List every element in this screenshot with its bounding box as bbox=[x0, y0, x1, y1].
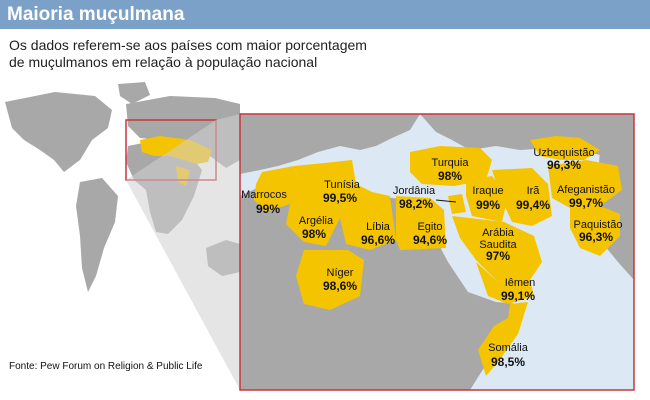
label-afeganistao-value: 99,7% bbox=[569, 196, 603, 210]
country-ira bbox=[492, 168, 552, 226]
country-libia bbox=[340, 184, 396, 250]
country-jordania bbox=[448, 194, 466, 214]
label-arabia-value: 97% bbox=[486, 249, 510, 263]
label-paquistao-value: 96,3% bbox=[579, 230, 613, 244]
title-bar: Maioria muçulmana bbox=[0, 0, 650, 29]
label-tunisia-value: 99,5% bbox=[323, 191, 357, 205]
label-iraque-value: 99% bbox=[476, 198, 500, 212]
label-tunisia-name: Tunísia bbox=[324, 179, 361, 191]
label-libia-name: Líbia bbox=[366, 221, 391, 233]
label-afeganistao-name: Afeganistão bbox=[557, 184, 615, 196]
label-iemen-value: 99,1% bbox=[501, 289, 535, 303]
country-afeganistao bbox=[548, 160, 622, 208]
country-uzbequistao bbox=[530, 136, 600, 160]
country-paquistao bbox=[570, 206, 620, 256]
label-arabia-name: Arábia Saudita bbox=[479, 227, 517, 251]
jordania-leader-line bbox=[435, 199, 457, 203]
label-turquia-value: 98% bbox=[438, 169, 462, 183]
label-uzbequistao-value: 96,3% bbox=[547, 158, 581, 172]
label-niger-name: Níger bbox=[327, 267, 354, 279]
label-jordania-value: 98,2% bbox=[399, 197, 433, 211]
label-egito-value: 94,6% bbox=[413, 233, 447, 247]
label-ira-value: 99,4% bbox=[516, 198, 550, 212]
source-note: Fonte: Pew Forum on Religion & Public Li… bbox=[9, 361, 203, 372]
label-somalia-value: 98,5% bbox=[491, 355, 525, 369]
label-marrocos-value: 99% bbox=[256, 202, 280, 216]
country-argelia bbox=[286, 162, 342, 246]
label-jordania-name: Jordânia bbox=[393, 185, 436, 197]
country-arabia-saudita bbox=[452, 216, 542, 282]
label-somalia-name: Somália bbox=[488, 342, 529, 354]
country-marrocos bbox=[254, 166, 300, 212]
country-iemen bbox=[476, 262, 534, 304]
country-niger bbox=[296, 250, 364, 310]
country-somalia bbox=[478, 302, 528, 376]
country-egito bbox=[396, 196, 446, 250]
map-subtitle: Os dados referem-se aos países com maior… bbox=[9, 37, 367, 70]
label-marrocos-name: Marrocos bbox=[241, 189, 287, 201]
label-ira-name: Irã bbox=[527, 185, 541, 197]
detail-map bbox=[239, 113, 635, 391]
label-turquia-name: Turquia bbox=[432, 157, 470, 169]
label-libia-value: 96,6% bbox=[361, 233, 395, 247]
label-iraque-name: Iraque bbox=[472, 185, 503, 197]
country-labels: Marrocos 99% Tunísia 99,5% Argélia 98% L… bbox=[241, 147, 622, 369]
country-turquia bbox=[410, 146, 492, 186]
label-paquistao-name: Paquistão bbox=[574, 219, 623, 231]
country-iraque bbox=[466, 176, 508, 222]
label-argelia-name: Argélia bbox=[299, 215, 334, 227]
label-niger-value: 98,6% bbox=[323, 279, 357, 293]
country-tunisia bbox=[334, 160, 356, 190]
label-egito-name: Egito bbox=[417, 221, 442, 233]
label-argelia-value: 98% bbox=[302, 227, 326, 241]
label-iemen-name: Iêmen bbox=[505, 277, 536, 289]
label-uzbequistao-name: Uzbequistão bbox=[533, 147, 594, 159]
detail-map-frame bbox=[239, 113, 635, 391]
zoom-projection bbox=[126, 114, 240, 390]
map-title: Maioria muçulmana bbox=[7, 4, 185, 25]
